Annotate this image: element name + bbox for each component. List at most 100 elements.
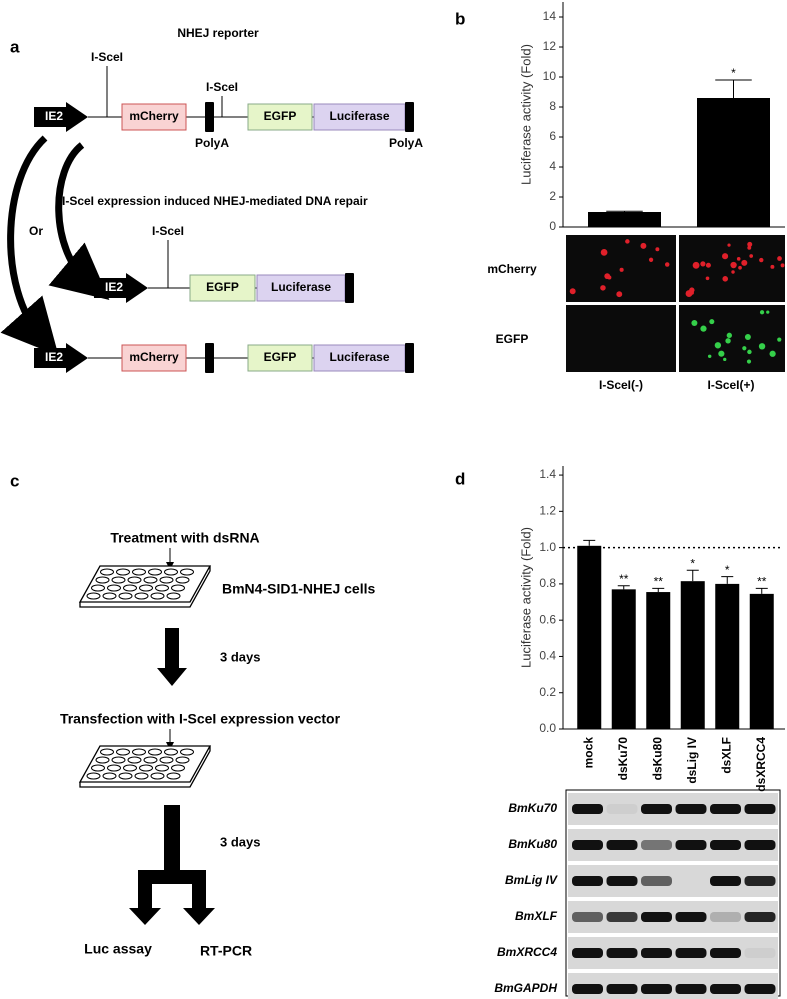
plate-well [134, 592, 149, 600]
cell-dot [600, 285, 606, 291]
gel-band [572, 948, 603, 958]
cell-dot [714, 342, 722, 349]
significance: ** [757, 575, 767, 589]
gel-band [675, 948, 707, 958]
y-tick-label: 0 [549, 219, 556, 233]
bar [577, 545, 602, 729]
x-category-label: dsXLF [719, 737, 733, 774]
panel-label: d [455, 469, 465, 488]
gene-box [121, 344, 187, 372]
y-tick-label: 0.0 [539, 721, 556, 735]
gel-band [710, 840, 741, 850]
cell-dot [705, 276, 710, 281]
significance: ** [619, 572, 629, 586]
gene-label: Luciferase [329, 109, 389, 123]
promoter-arrow [34, 343, 88, 373]
interval-label: 3 days [220, 834, 260, 849]
cell-dot [759, 257, 764, 263]
plate-well [171, 764, 185, 772]
cell-dot [722, 253, 729, 260]
cell-dot [707, 354, 712, 359]
output-label: RT-PCR [200, 943, 252, 959]
cell-dot [741, 259, 748, 266]
bar [697, 98, 770, 227]
cell-dot [718, 350, 725, 357]
plate-side [79, 566, 211, 608]
step-text: Transfection with I-SceI expression vect… [60, 711, 341, 727]
gel-band [675, 804, 707, 814]
gel-band [744, 948, 776, 958]
promoter-arrow [34, 102, 88, 132]
cell-dot [725, 338, 731, 344]
error-bar [606, 210, 643, 212]
gel-band [744, 804, 776, 814]
plate-well [164, 568, 178, 576]
plate-well [159, 756, 174, 764]
gel-band [641, 948, 672, 958]
cell-dot [655, 247, 660, 252]
plate-well [166, 592, 181, 600]
polya-block [205, 102, 214, 132]
plate-well [148, 748, 162, 756]
micrograph [566, 305, 676, 372]
gene-box [247, 344, 313, 372]
bar [715, 583, 740, 729]
gel-band [675, 984, 707, 994]
gel-band [744, 840, 776, 850]
cell-dot [747, 349, 752, 355]
cell-dot [727, 243, 731, 247]
bar [680, 581, 705, 729]
polya-block [345, 273, 354, 303]
site-label: I-SceI [91, 50, 123, 64]
panel-label: c [10, 471, 19, 490]
bar [749, 593, 774, 729]
error-bar [715, 79, 752, 98]
gene-label: Luciferase [329, 350, 389, 364]
x-category-label: dsKu70 [616, 737, 630, 781]
panel-label: b [455, 9, 465, 28]
gel-band [572, 984, 603, 994]
y-tick-label: 0.2 [539, 685, 556, 699]
cell-dot [692, 261, 700, 269]
significance: * [690, 556, 695, 570]
y-tick-label: 1.0 [539, 540, 556, 554]
bar [646, 592, 671, 729]
plate-well [100, 748, 114, 756]
plate-well [180, 568, 194, 576]
step-text: Treatment with dsRNA [110, 530, 259, 546]
plate-well [143, 756, 158, 764]
gene-box [121, 103, 187, 131]
y-tick-label: 0.8 [539, 576, 556, 590]
bar [588, 212, 661, 227]
split-arrow [129, 805, 215, 925]
or-label: Or [29, 224, 43, 238]
gel-band [744, 876, 776, 886]
plate-well [86, 772, 101, 780]
promoter-arrow [94, 273, 148, 303]
gel-label: BmXRCC4 [497, 945, 557, 959]
y-tick-label: 12 [543, 39, 557, 53]
x-category-label: dsXRCC4 [754, 737, 768, 792]
promoter-label: IE2 [45, 350, 63, 364]
y-tick-label: 1.2 [539, 504, 556, 518]
gel-band [572, 840, 603, 850]
cell-dot [777, 256, 782, 261]
cell-dot [640, 242, 647, 249]
interval-label: 3 days [220, 649, 260, 664]
plate-well [107, 584, 121, 592]
plate-well [107, 764, 121, 772]
gel-band [606, 984, 638, 994]
cell-dot [758, 343, 766, 350]
gel-band [606, 876, 638, 886]
y-axis-label: Luciferase activity (Fold) [518, 527, 533, 668]
gel-band [675, 912, 707, 922]
plate-side [79, 746, 211, 788]
gel-band [572, 876, 603, 886]
cell-dot [625, 239, 630, 244]
gel-band [710, 984, 741, 994]
plate-well [166, 772, 181, 780]
gene-label: EGFP [206, 280, 239, 294]
plate-well [148, 568, 162, 576]
cells-label: BmN4-SID1-NHEJ cells [222, 581, 375, 597]
y-tick-label: 4 [549, 159, 556, 173]
